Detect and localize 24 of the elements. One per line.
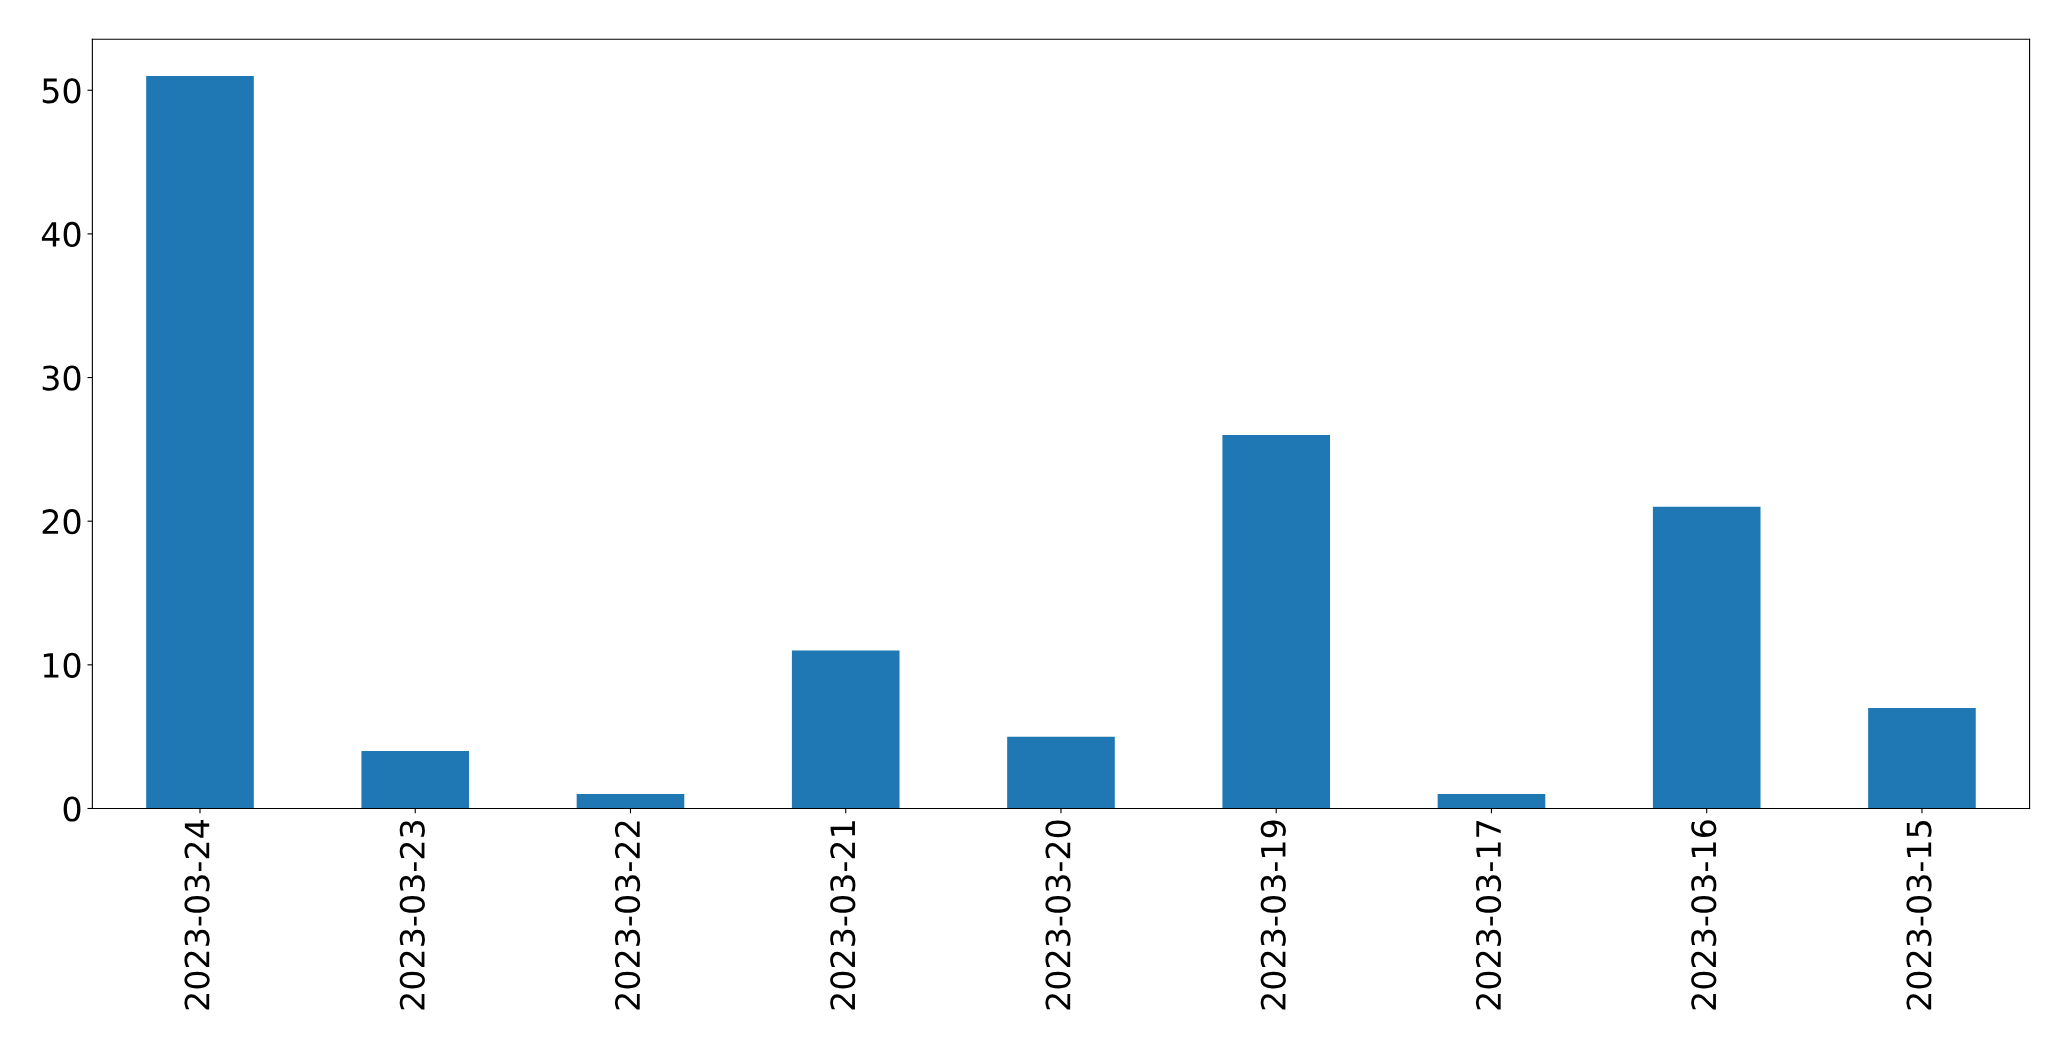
bar [146,75,254,809]
y-tick-label: 30 [42,365,81,391]
x-tick-label: 2023-03-20 [1045,820,1071,1010]
bar [1007,736,1115,809]
bar [576,794,685,809]
y-tick-label: 20 [42,509,81,535]
bar [361,751,470,809]
y-tick-label: 0 [63,796,81,822]
x-tick-label: 2023-03-19 [1260,820,1286,1010]
y-tick-label: 40 [41,221,81,248]
bar [1437,794,1546,809]
x-tick-label: 2023-03-21 [830,821,856,1010]
x-tick-label: 2023-03-24 [184,820,210,1010]
x-tick-label: 2023-03-15 [1906,821,1932,1010]
y-tick-label: 50 [42,78,81,104]
x-tick-label: 2023-03-17 [1475,821,1502,1010]
x-tick-label: 2023-03-16 [1691,820,1717,1010]
bar [1652,506,1761,809]
bar [791,650,900,809]
bar [1868,707,1976,809]
y-tick-label: 10 [43,652,81,678]
x-tick-label: 2023-03-23 [399,820,425,1010]
bar [1222,435,1331,809]
x-tick-label: 2023-03-22 [614,821,641,1010]
